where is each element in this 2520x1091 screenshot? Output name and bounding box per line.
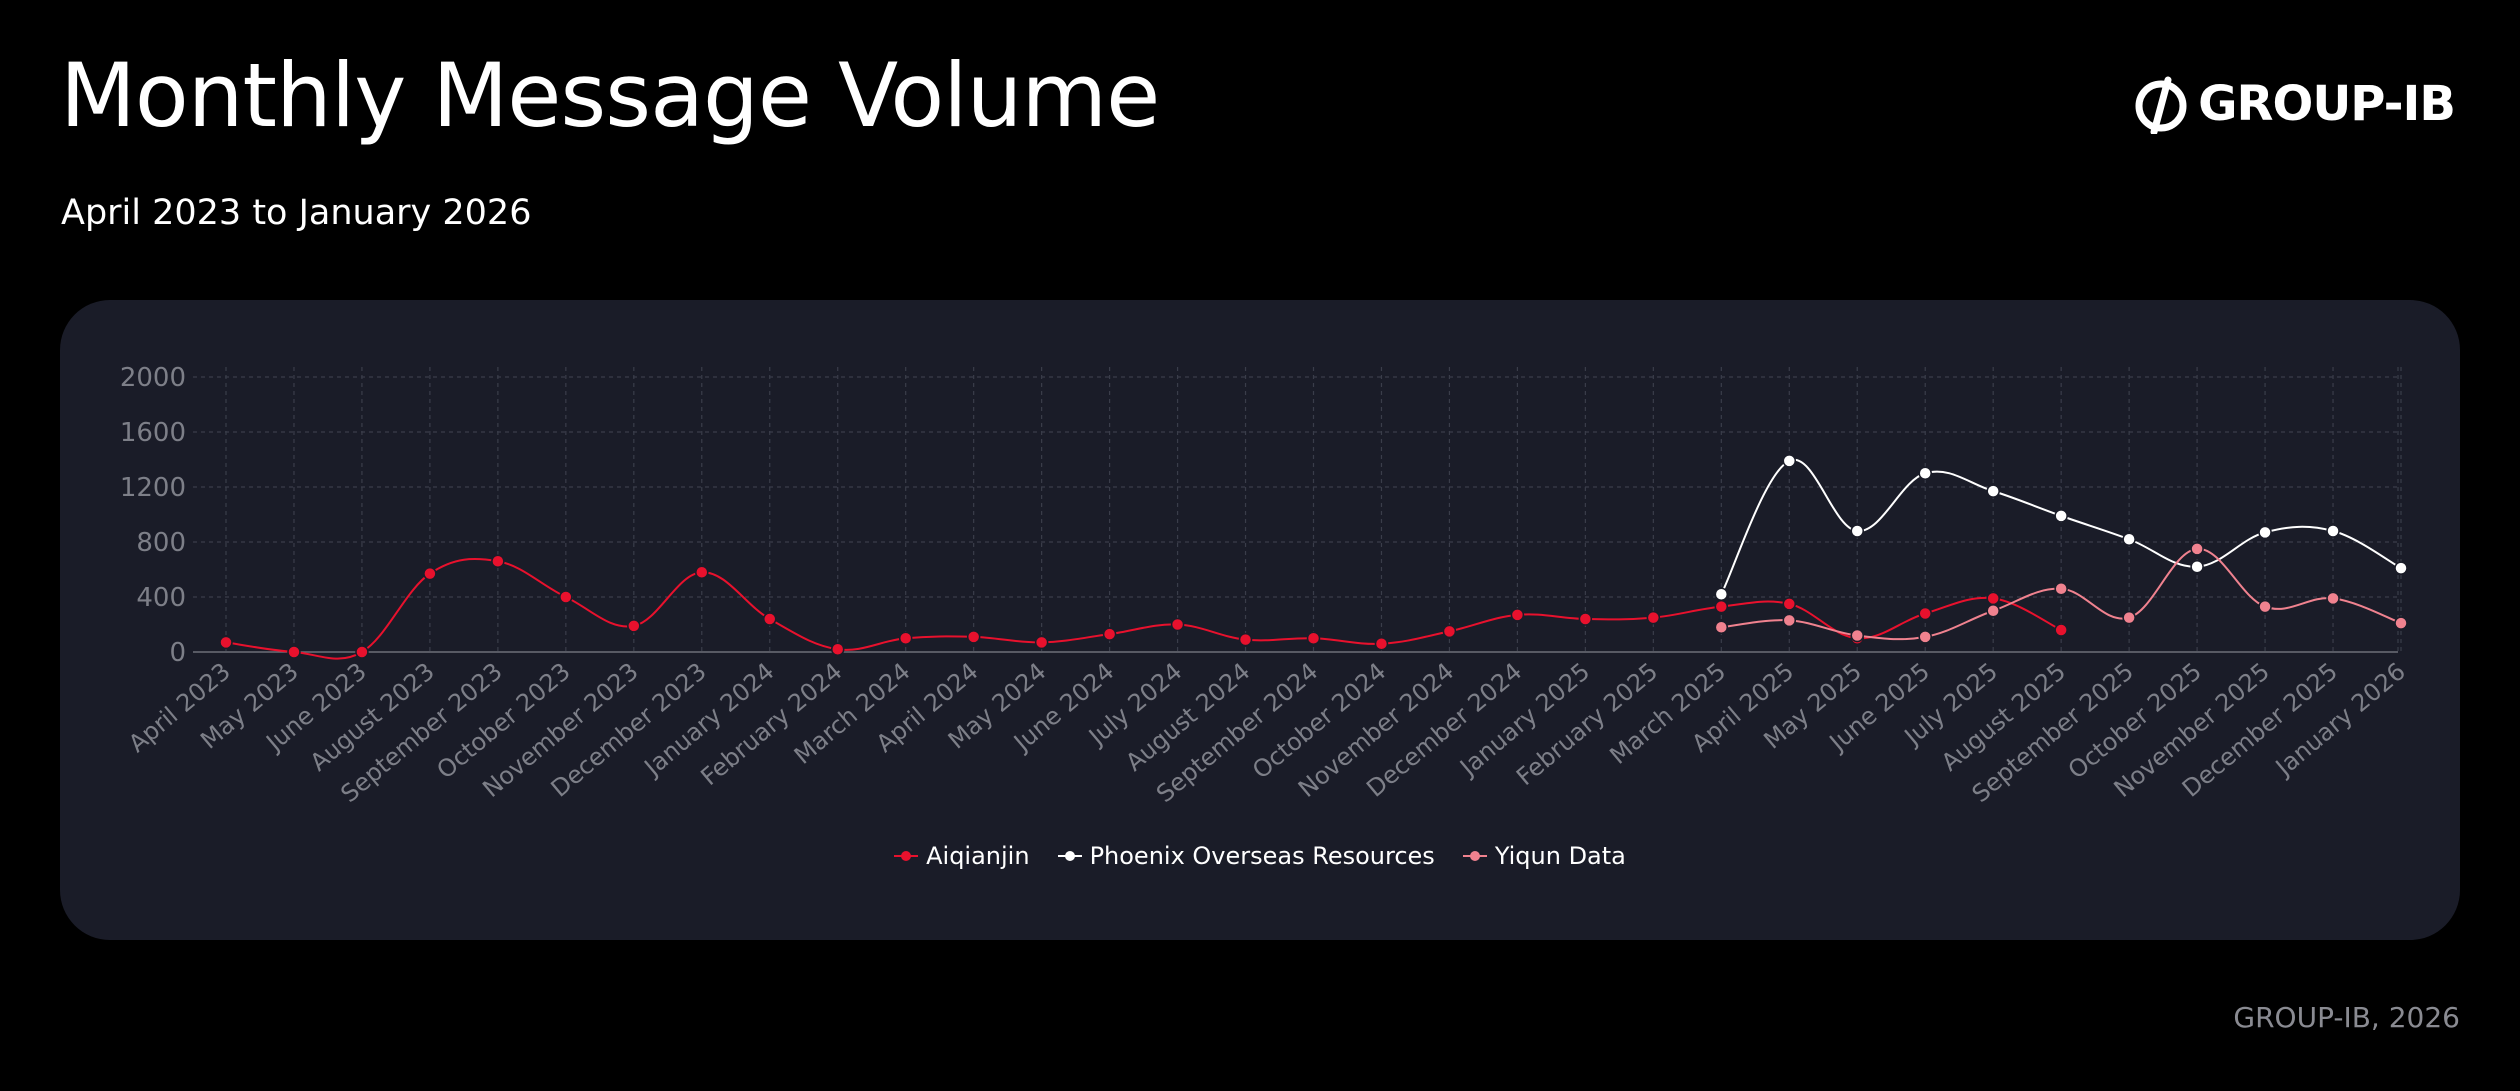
y-tick-label: 2000 bbox=[120, 363, 186, 393]
legend-label: Phoenix Overseas Resources bbox=[1089, 842, 1435, 870]
data-point bbox=[1918, 466, 1932, 480]
legend-label: Aiqianjin bbox=[926, 842, 1030, 870]
legend-swatch bbox=[1462, 849, 1487, 863]
data-point bbox=[1918, 630, 1932, 644]
data-point bbox=[1782, 454, 1797, 468]
legend-item[interactable]: Yiqun Data bbox=[1462, 842, 1626, 870]
data-point bbox=[1782, 613, 1797, 628]
data-point bbox=[1986, 604, 2000, 618]
brand-logo: GROUP-IB bbox=[2134, 72, 2456, 136]
data-point bbox=[2122, 610, 2136, 625]
data-point bbox=[1782, 597, 1797, 611]
data-point bbox=[627, 619, 641, 633]
x-tick-label: March 2025 bbox=[1604, 657, 1731, 770]
data-point bbox=[1170, 617, 1185, 632]
legend-item[interactable]: Phoenix Overseas Resources bbox=[1057, 842, 1435, 870]
legend-swatch bbox=[1057, 849, 1082, 863]
chart-series bbox=[219, 454, 2408, 660]
data-point bbox=[1714, 599, 1729, 614]
data-point bbox=[2054, 509, 2068, 523]
group-ib-logo-icon bbox=[2135, 76, 2187, 134]
data-point bbox=[2190, 560, 2204, 574]
data-point bbox=[2054, 582, 2068, 596]
series-line-1 bbox=[225, 557, 2062, 660]
data-point bbox=[695, 565, 709, 579]
data-point bbox=[2394, 561, 2408, 575]
data-point bbox=[966, 630, 981, 644]
data-point bbox=[1646, 610, 1661, 625]
chart-legend: Aiqianjin Phoenix Overseas Resources Yiqun… bbox=[0, 842, 2520, 870]
data-point bbox=[898, 631, 913, 645]
data-point bbox=[287, 645, 301, 659]
data-point bbox=[1850, 524, 1864, 538]
data-point bbox=[2122, 532, 2136, 546]
data-point bbox=[1850, 628, 1864, 643]
data-point bbox=[1918, 606, 1932, 621]
series-line-2 bbox=[1720, 458, 2402, 595]
data-point bbox=[1102, 627, 1117, 641]
chart-card bbox=[60, 300, 2460, 940]
data-point bbox=[1986, 591, 2000, 606]
y-tick-label: 1600 bbox=[120, 418, 186, 448]
data-point bbox=[763, 612, 777, 626]
page-subtitle: April 2023 to January 2026 bbox=[61, 193, 532, 233]
data-point bbox=[1034, 635, 1049, 650]
data-point bbox=[1442, 624, 1457, 639]
data-point bbox=[1578, 612, 1593, 626]
data-point bbox=[2190, 542, 2204, 556]
data-point bbox=[2258, 599, 2272, 614]
data-point bbox=[1238, 632, 1253, 647]
data-point bbox=[1306, 631, 1321, 645]
y-tick-label: 1200 bbox=[120, 473, 186, 503]
data-point bbox=[2258, 525, 2272, 540]
legend-label: Yiqun Data bbox=[1494, 842, 1626, 870]
y-tick-label: 800 bbox=[136, 528, 186, 558]
data-point bbox=[1714, 620, 1729, 634]
data-point bbox=[1510, 608, 1525, 622]
data-point bbox=[1986, 484, 2000, 498]
y-tick-label: 400 bbox=[136, 583, 186, 613]
x-tick-label: March 2024 bbox=[789, 657, 916, 770]
data-point bbox=[491, 554, 505, 568]
data-point bbox=[1714, 587, 1729, 601]
data-point bbox=[1374, 637, 1389, 651]
data-point bbox=[219, 635, 233, 650]
brand-name: GROUP-IB bbox=[2198, 76, 2456, 132]
legend-swatch bbox=[894, 849, 919, 863]
footer-credit: GROUP-IB, 2026 bbox=[2233, 1001, 2460, 1034]
y-tick-label: 0 bbox=[169, 638, 186, 668]
data-point bbox=[423, 566, 437, 581]
data-point bbox=[830, 642, 845, 656]
series-line-3 bbox=[1721, 547, 2402, 641]
data-point bbox=[559, 590, 573, 604]
legend-item[interactable]: Aiqianjin bbox=[894, 842, 1030, 870]
data-point bbox=[2326, 524, 2340, 538]
data-point bbox=[2394, 616, 2408, 630]
data-point bbox=[2054, 623, 2068, 637]
page-title: Monthly Message Volume bbox=[60, 44, 1160, 147]
data-point bbox=[355, 645, 369, 659]
data-point bbox=[2326, 591, 2340, 606]
chart-grid bbox=[193, 367, 2402, 652]
